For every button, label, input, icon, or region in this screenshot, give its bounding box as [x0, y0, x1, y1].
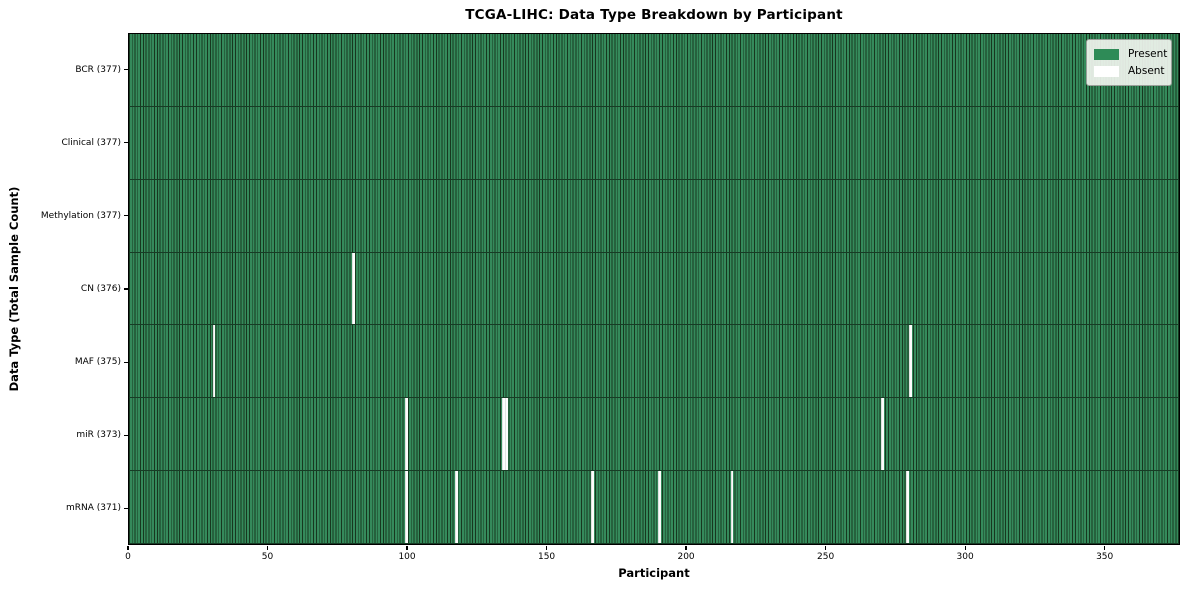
absent-cell — [906, 471, 909, 543]
x-tick-label: 100 — [398, 552, 416, 562]
x-tick-label: 250 — [817, 552, 835, 562]
y-tick-mark — [124, 434, 128, 436]
x-tick-mark — [825, 546, 827, 550]
absent-cell — [730, 471, 734, 543]
y-tick-label: miR (373) — [76, 430, 121, 441]
absent-cell — [591, 471, 595, 543]
y-tick-mark — [124, 507, 128, 510]
y-tick-mark — [124, 68, 128, 71]
absent-cell — [502, 398, 505, 471]
x-axis-label: Participant — [618, 566, 690, 580]
x-tick-label: 200 — [677, 552, 695, 562]
absent-cell — [351, 252, 355, 325]
absent-cell — [212, 325, 216, 398]
legend: Present Absent — [1086, 39, 1172, 86]
heatmap-row-bcr — [129, 34, 1179, 107]
legend-swatch-absent — [1094, 66, 1119, 77]
y-tick-mark — [124, 361, 128, 363]
heatmap-row-clinical — [129, 106, 1179, 180]
y-tick-label: CN (376) — [80, 284, 121, 294]
absent-cell — [880, 398, 884, 471]
absent-cell — [454, 471, 458, 543]
absent-cell — [404, 471, 408, 543]
x-tick-label: 50 — [261, 552, 274, 562]
x-tick-mark — [127, 546, 129, 550]
x-tick-label: 350 — [1096, 552, 1114, 562]
x-tick-label: 0 — [125, 552, 131, 562]
x-tick-mark — [964, 546, 966, 550]
legend-swatch-present — [1094, 49, 1119, 60]
legend-label: Absent — [1128, 65, 1165, 77]
chart-title: TCGA-LIHC: Data Type Breakdown by Partic… — [465, 7, 843, 23]
x-tick-mark — [266, 546, 269, 550]
heatmap-row-mrna — [129, 471, 1179, 544]
x-tick-label: 300 — [956, 552, 974, 562]
y-tick-mark — [124, 288, 128, 290]
absent-cell — [908, 325, 912, 398]
absent-cell — [504, 398, 508, 471]
x-tick-mark — [685, 546, 687, 550]
legend-label: Present — [1128, 48, 1168, 60]
y-tick-label: Methylation (377) — [40, 210, 121, 221]
heatmap-row-methylation — [129, 179, 1179, 253]
plot-area: Present Absent — [128, 33, 1180, 545]
heatmap-row-cn — [129, 252, 1179, 326]
x-tick-mark — [545, 546, 548, 550]
legend-entry-absent: Absent — [1094, 63, 1165, 80]
y-tick-mark — [124, 142, 128, 144]
y-tick-label: MAF (375) — [74, 357, 121, 368]
x-tick-label: 150 — [537, 552, 556, 562]
legend-entry-present: Present — [1094, 46, 1168, 63]
y-tick-label: BCR (377) — [75, 64, 121, 75]
absent-cell — [404, 398, 408, 471]
y-tick-label: mRNA (371) — [66, 503, 121, 514]
heatmap-row-maf — [129, 325, 1179, 399]
heatmap-row-mir — [129, 398, 1179, 472]
x-tick-mark — [406, 546, 408, 550]
y-tick-label: Clinical (377) — [61, 137, 121, 148]
y-tick-mark — [124, 215, 128, 217]
absent-cell — [658, 471, 661, 543]
x-tick-mark — [1104, 546, 1106, 550]
